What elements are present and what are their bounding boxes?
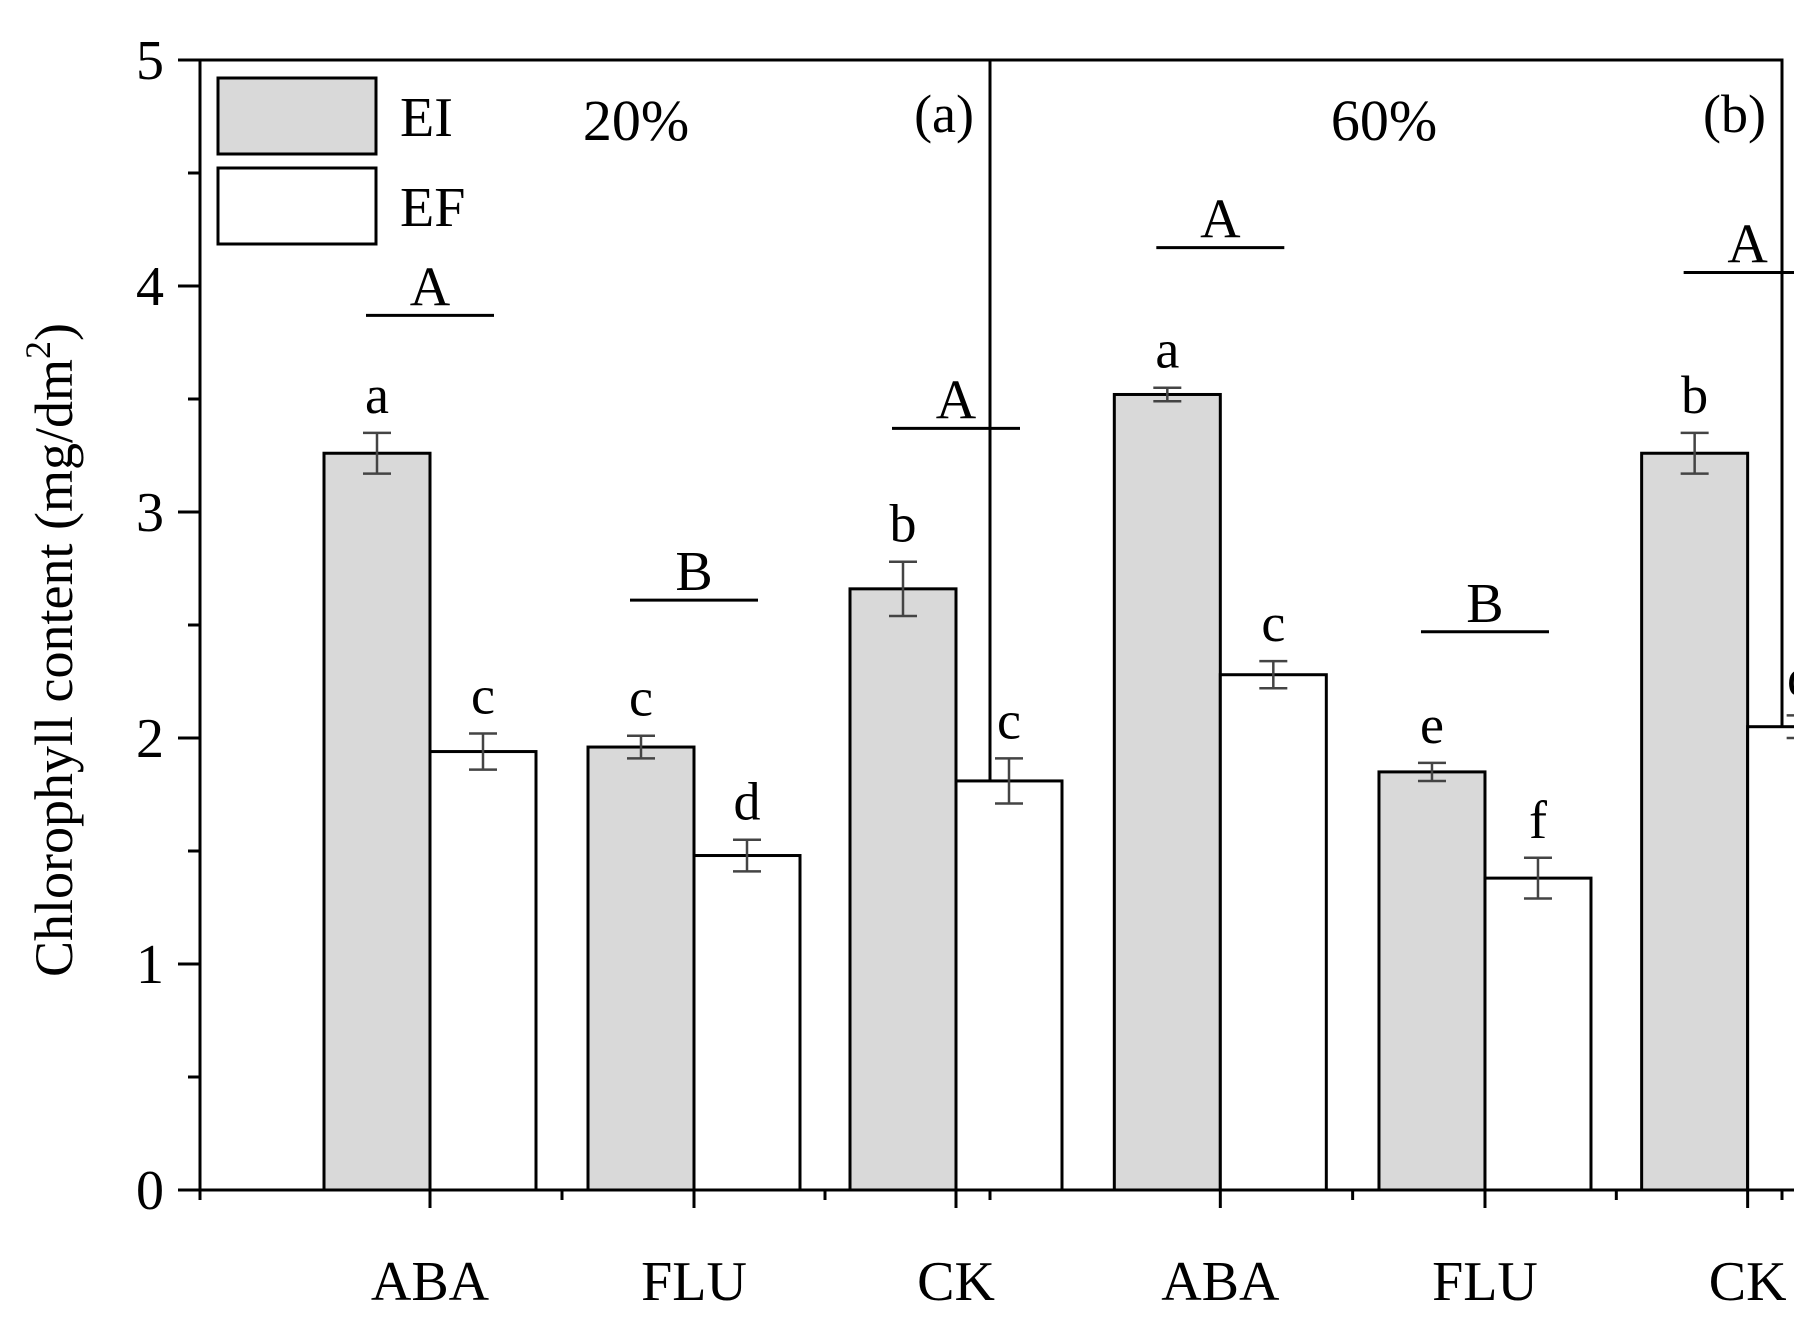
bar [586, 745, 696, 1192]
significance-letter: d [1787, 647, 1794, 707]
bar [1377, 770, 1487, 1192]
y-tick-label: 2 [136, 708, 164, 770]
svg-text:Chlorophyll content (mg/dm2): Chlorophyll content (mg/dm2) [18, 323, 84, 977]
group-letter: B [675, 541, 712, 603]
bar [1483, 876, 1593, 1192]
significance-letter: e [1420, 695, 1444, 755]
bar [1640, 451, 1750, 1192]
significance-letter: a [365, 365, 389, 425]
legend-label: EI [400, 87, 453, 149]
y-tick-label: 1 [136, 934, 164, 996]
legend-swatch [216, 166, 378, 246]
panel-title: 60% [1331, 88, 1437, 153]
significance-letter: c [1261, 593, 1285, 653]
bar [428, 750, 538, 1192]
significance-letter: c [997, 690, 1021, 750]
group-letter: A [1200, 189, 1241, 251]
bar [1218, 673, 1328, 1192]
x-category-label: FLU [1432, 1251, 1538, 1313]
significance-letter: c [629, 668, 653, 728]
y-tick-label: 4 [136, 256, 164, 318]
significance-letter: f [1529, 790, 1547, 850]
bar [1746, 725, 1794, 1192]
y-axis-label-text: Chlorophyll content (mg/dm [24, 359, 84, 977]
panel-tag: (b) [1703, 84, 1766, 144]
y-tick-label: 5 [136, 30, 164, 92]
legend-label: EF [400, 177, 465, 239]
bar [322, 451, 432, 1192]
x-category-label: CK [1709, 1251, 1787, 1313]
y-axis-label-close: ) [24, 323, 84, 341]
x-category-label: CK [917, 1251, 995, 1313]
significance-letter: b [1681, 365, 1708, 425]
x-category-label: ABA [1161, 1251, 1280, 1313]
x-category-label: ABA [371, 1251, 490, 1313]
significance-letter: b [890, 494, 917, 554]
group-letter: A [1727, 213, 1768, 275]
bar [954, 779, 1064, 1192]
y-tick-label: 0 [136, 1160, 164, 1222]
significance-letter: a [1155, 320, 1179, 380]
significance-letter: c [471, 665, 495, 725]
bar [1112, 392, 1222, 1192]
bar [848, 587, 958, 1192]
panel-title: 20% [583, 88, 689, 153]
significance-letter: d [734, 772, 761, 832]
group-letter: A [936, 369, 977, 431]
x-category-label: FLU [641, 1251, 747, 1313]
panel-tag: (a) [914, 84, 974, 144]
plot-area: 0 1 2 3 4 5 ABA a c A FLU c d B CK b c A 20% (a) ABA a c A FLU e f… [136, 30, 1794, 1313]
legend-swatch [216, 76, 378, 156]
y-axis-label-superscript: 2 [18, 341, 58, 359]
group-letter: A [410, 256, 451, 318]
bar [692, 854, 802, 1192]
y-tick-label: 3 [136, 482, 164, 544]
y-axis-label: Chlorophyll content (mg/dm2) [18, 323, 84, 977]
group-letter: B [1466, 573, 1503, 635]
